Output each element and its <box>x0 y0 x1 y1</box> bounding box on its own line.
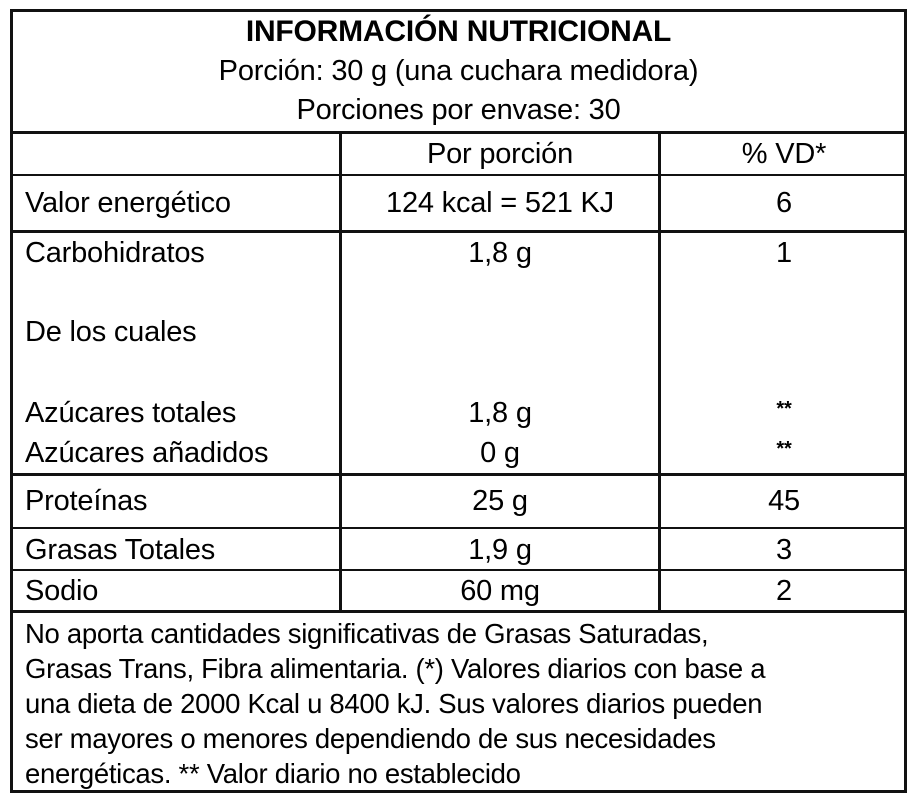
footnote-line: ser mayores o menores dependiendo de sus… <box>25 723 716 754</box>
nutrient-sublabel: De los cuales <box>25 316 197 348</box>
column-header-dv: % VD* <box>741 138 827 170</box>
per-serving-value: 1,8 g <box>468 237 532 269</box>
per-serving-value: 1,9 g <box>468 534 532 566</box>
nutrition-facts-table <box>10 9 907 793</box>
per-serving-value: 1,8 g <box>468 397 532 429</box>
footnote: No aporta cantidades significativas de G… <box>25 616 895 791</box>
divider-sodium <box>10 610 907 613</box>
dv-value: 6 <box>776 187 792 219</box>
column-header-per-serving: Por porción <box>426 138 574 170</box>
servings-per-container: Porciones por envase: 30 <box>296 94 621 126</box>
footnote-line: una dieta de 2000 Kcal u 8400 kJ. Sus va… <box>25 688 763 719</box>
nutrient-label: Carbohidratos <box>25 237 205 269</box>
divider-fat <box>10 569 907 571</box>
dv-value: ** <box>776 398 792 420</box>
divider-carbs <box>10 473 907 476</box>
footnote-line: No aporta cantidades significativas de G… <box>25 618 709 649</box>
per-serving-value: 60 mg <box>460 575 540 607</box>
dv-value: 1 <box>776 237 792 269</box>
per-serving-value: 0 g <box>480 437 520 469</box>
divider-protein <box>10 527 907 529</box>
dv-value: ** <box>776 438 792 460</box>
serving-size: Porción: 30 g (una cuchara medidora) <box>218 55 699 87</box>
divider-columns <box>10 174 907 176</box>
dv-value: 3 <box>776 534 792 566</box>
column-divider-1 <box>339 133 342 611</box>
per-serving-value: 25 g <box>472 485 528 517</box>
nutrient-label: Valor energético <box>25 187 231 219</box>
nutrient-label: Grasas Totales <box>25 534 216 566</box>
divider-header <box>10 131 907 134</box>
column-divider-2 <box>658 133 661 611</box>
footnote-line: Grasas Trans, Fibra alimentaria. (*) Val… <box>25 653 766 684</box>
divider-energy <box>10 230 907 233</box>
dv-value: 2 <box>776 575 792 607</box>
nutrient-label: Sodio <box>25 575 99 607</box>
nutrient-label: Azúcares totales <box>25 397 237 429</box>
dv-value: 45 <box>768 485 800 517</box>
per-serving-value: 124 kcal = 521 KJ <box>386 187 614 219</box>
nutrient-label: Proteínas <box>25 485 148 517</box>
table-title: INFORMACIÓN NUTRICIONAL <box>245 15 672 48</box>
nutrient-label: Azúcares añadidos <box>25 437 269 469</box>
footnote-line: energéticas. ** Valor diario no establec… <box>25 758 521 789</box>
